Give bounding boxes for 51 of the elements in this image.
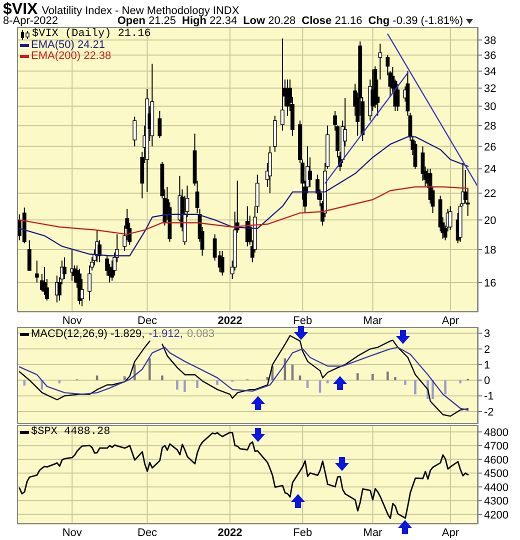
- x-tick-label: Apr: [442, 527, 460, 539]
- legend-label: EMA(200) 22.38: [31, 50, 112, 62]
- chart-subtitle: Volatility Index - New Methodology INDX: [42, 5, 240, 17]
- x-tick-label: 2022: [218, 315, 242, 327]
- y-tick-label: 4700: [484, 440, 508, 453]
- y-tick-label: 24: [484, 164, 496, 176]
- y-tick-label: 4800: [484, 426, 508, 439]
- x-tick-label: Dec: [138, 315, 158, 327]
- x-tick-label: Nov: [62, 527, 82, 539]
- annotation: Close 21.16: [302, 15, 362, 27]
- x-tick-label: Dec: [138, 527, 158, 539]
- y-tick-label: -1: [484, 390, 494, 403]
- annotation: Low 20.28: [243, 15, 296, 27]
- annotation: 8-Apr-2022: [3, 15, 58, 27]
- y-tick-label: 16: [484, 277, 496, 290]
- y-tick-label: 4200: [484, 509, 508, 522]
- y-tick-label: 4300: [484, 496, 508, 508]
- legend-label: EMA(50) 24.21: [31, 39, 105, 51]
- text: 0.083: [186, 328, 214, 340]
- y-tick-label: 30: [484, 101, 496, 114]
- series-label: -1.912,: [148, 328, 183, 340]
- y-tick-label: 28: [484, 120, 496, 132]
- y-tick-label: 4500: [484, 468, 508, 480]
- x-tick-label: Nov: [62, 315, 82, 327]
- y-tick-label: 38: [484, 34, 496, 47]
- y-tick-label: 26: [484, 141, 496, 154]
- y-tick-label: 32: [484, 83, 496, 96]
- y-tick-label: 4400: [484, 482, 508, 494]
- y-tick-label: 3: [484, 328, 490, 340]
- y-tick-label: 2: [484, 344, 490, 356]
- annotation: Open 21.25: [117, 15, 176, 27]
- legend-label: $SPX 4488.28: [31, 426, 110, 438]
- x-tick-label: 2022: [218, 527, 242, 539]
- x-tick-label: Mar: [363, 527, 383, 539]
- y-tick-label: 1: [484, 359, 490, 372]
- legend-label: $VIX (Daily) 21.16: [32, 28, 151, 40]
- y-tick-label: -2: [484, 406, 494, 418]
- y-tick-label: 22: [484, 188, 496, 200]
- y-tick-label: 18: [484, 244, 496, 256]
- x-tick-label: Mar: [363, 315, 383, 327]
- y-tick-label: 36: [484, 50, 496, 62]
- x-tick-label: Feb: [293, 527, 312, 539]
- x-tick-label: Feb: [293, 315, 312, 327]
- y-tick-label: 4600: [484, 454, 508, 466]
- annotation: High 22.34: [182, 15, 238, 27]
- y-tick-label: 0: [484, 375, 490, 388]
- y-tick-label: 34: [484, 66, 496, 78]
- x-tick-label: Apr: [442, 315, 460, 327]
- legend-label: MACD(12,26,9) -1.829,: [31, 328, 145, 340]
- annotation: Chg -0.39 (-1.81%): [368, 15, 463, 27]
- y-tick-label: 20: [484, 214, 496, 227]
